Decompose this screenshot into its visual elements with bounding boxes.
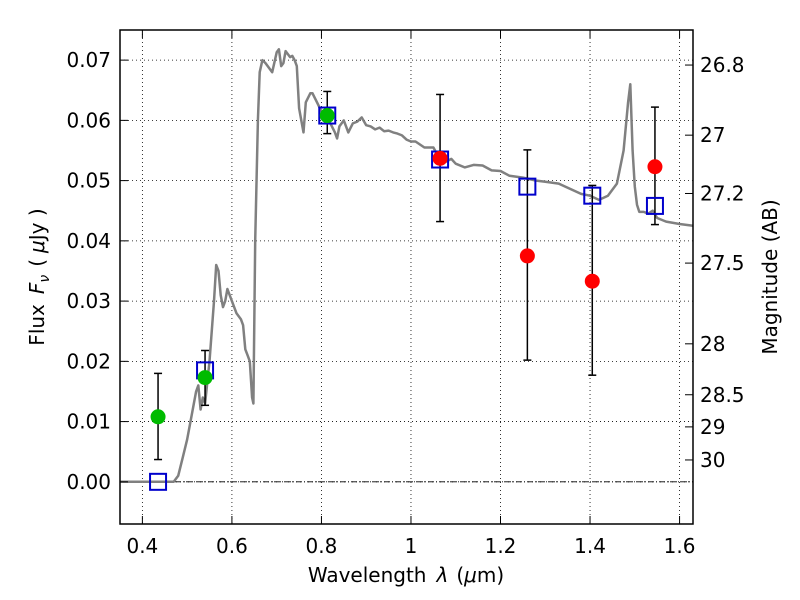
- observed-flux-marker: [647, 159, 663, 175]
- observed-flux-marker: [432, 150, 448, 166]
- observed-flux-marker: [197, 370, 213, 386]
- y-tick-label: 0.03: [66, 289, 111, 313]
- y2-tick-label: 29: [700, 415, 725, 439]
- y2-axis-label: Magnitude (AB): [758, 199, 782, 354]
- grid-lines: [120, 30, 693, 524]
- y-axis-label-unit-mu: μ: [25, 240, 49, 254]
- x-axis-label-unit-rest: m): [477, 563, 504, 587]
- model-photometry-marker: [583, 186, 602, 205]
- y2-tick-label: 27.5: [700, 251, 745, 275]
- y2-tick-label: 27: [700, 123, 725, 147]
- observed-flux-marker: [519, 248, 535, 264]
- x-tick-label: 1.2: [485, 534, 517, 558]
- y2-tick-label: 28.5: [700, 383, 745, 407]
- x-tick-label: 0.8: [306, 534, 338, 558]
- observed-flux-marker: [319, 108, 335, 124]
- y-tick-label: 0.00: [66, 470, 111, 494]
- y-axis-label-unit-open: (: [25, 259, 49, 267]
- x-tick-label: 0.6: [216, 534, 248, 558]
- y-axis-label-sub: ν: [37, 275, 53, 283]
- model-photometry-marker: [149, 472, 168, 491]
- observed-flux-marker: [150, 409, 166, 425]
- x-axis-label: Wavelength λ (μm): [308, 563, 504, 587]
- error-bars-layer: [154, 90, 659, 461]
- x-axis-label-unit-open: (: [456, 563, 464, 587]
- plot-frame: [119, 29, 694, 525]
- y-tick-label: 0.07: [66, 48, 111, 72]
- x-tick-label: 1.4: [574, 534, 606, 558]
- x-axis-label-symbol: λ: [435, 563, 448, 587]
- x-tick-label: 1: [405, 534, 418, 558]
- y-tick-label: 0.05: [66, 169, 111, 193]
- y-axis-label-text: Flux: [25, 304, 49, 346]
- y2-tick-label: 28: [700, 332, 725, 356]
- y-tick-label: 0.01: [66, 410, 111, 434]
- y-tick-label: 0.02: [66, 349, 111, 373]
- observed-flux-marker: [584, 273, 600, 289]
- ticks-layer: 0.4 0.6 0.8 1 1.2 1.4 1.6 0.00 0.01 0.02 0.03 0.04 0…: [66, 30, 745, 558]
- model-photometry-marker: [318, 106, 337, 125]
- y2-tick-label: 26.8: [700, 53, 745, 77]
- y-axis-label: Flux Fν ( μJy ): [25, 208, 53, 345]
- y-tick-label: 0.06: [66, 108, 111, 132]
- y-tick-label: 0.04: [66, 229, 111, 253]
- x-tick-label: 0.4: [126, 534, 158, 558]
- y2-tick-label: 27.2: [700, 181, 745, 205]
- model-photometry-marker: [645, 196, 664, 215]
- markers-layer: [149, 106, 664, 491]
- model-photometry-marker: [518, 177, 537, 196]
- x-axis-label-unit-mu: μ: [463, 563, 477, 587]
- x-tick-label: 1.6: [664, 534, 696, 558]
- y-axis-label-symbol: F: [25, 282, 49, 294]
- y2-tick-label: 30: [700, 448, 725, 472]
- x-axis-label-text: Wavelength: [308, 563, 427, 587]
- model-spectrum-line: [120, 48, 694, 484]
- model-spectrum-layer: [120, 48, 694, 484]
- y-axis-label-unit-rest: Jy ): [25, 208, 49, 242]
